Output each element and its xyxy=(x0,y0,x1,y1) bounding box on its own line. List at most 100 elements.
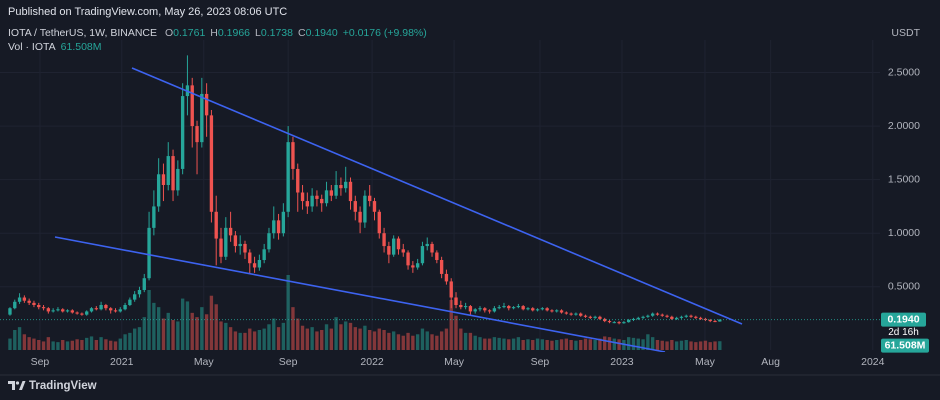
candle-body xyxy=(296,168,300,193)
candle-body xyxy=(353,201,357,212)
volume-bar xyxy=(358,328,362,350)
x-tick-label: Sep xyxy=(531,356,550,368)
y-tick-label: 2.5000 xyxy=(888,66,920,78)
y-tick-label: 2.0000 xyxy=(888,120,920,132)
candle-body xyxy=(238,243,242,247)
volume-bar xyxy=(334,317,338,350)
volume-bar xyxy=(684,340,688,350)
legend-value: 0.1738 xyxy=(261,27,293,39)
candle-body xyxy=(531,308,535,311)
volume-bar xyxy=(80,340,84,350)
candle-body xyxy=(694,316,698,318)
candle-body xyxy=(243,243,247,253)
volume-bar xyxy=(708,342,712,350)
candle-body xyxy=(550,310,554,312)
candle-body xyxy=(8,308,12,315)
y-tick-label: 1.5000 xyxy=(888,173,920,185)
volume-bar xyxy=(27,337,31,350)
candle-body xyxy=(209,115,214,212)
volume-bar xyxy=(550,340,554,350)
candle-body xyxy=(607,321,612,323)
volume-bar xyxy=(99,337,103,350)
volume-bar xyxy=(171,320,175,350)
candle-body xyxy=(267,233,271,250)
volume-bar xyxy=(627,337,631,350)
candle-body xyxy=(406,252,410,266)
volume-bar xyxy=(430,334,434,350)
candle-body xyxy=(363,195,367,223)
candle-body xyxy=(698,317,703,319)
volume-bar xyxy=(219,321,223,350)
volume-bar xyxy=(190,312,194,350)
volume-bar xyxy=(209,295,214,350)
volume-bar xyxy=(176,321,180,350)
volume-bar xyxy=(51,341,55,350)
volume-bar xyxy=(267,324,271,350)
volume-legend: Vol · IOTA 61.508M xyxy=(8,41,102,53)
volume-bar xyxy=(89,336,94,350)
volume-bar xyxy=(291,307,295,350)
volume-bar xyxy=(411,335,415,350)
candle-body xyxy=(430,243,434,253)
candle-body xyxy=(655,313,660,315)
volume-bar xyxy=(61,340,65,350)
legend: IOTA / TetherUS, 1W, BINANCE O0.1761 H0.19… xyxy=(8,27,427,39)
candle-body xyxy=(449,281,453,298)
candle-body xyxy=(180,96,185,169)
volume-bar xyxy=(166,312,170,350)
volume-bar xyxy=(703,340,708,350)
candle-body xyxy=(511,307,516,309)
candle-body xyxy=(454,297,458,305)
candle-body xyxy=(391,238,396,255)
volume-bar xyxy=(305,328,310,350)
legend-key: C xyxy=(298,27,306,39)
volume-bar xyxy=(329,328,333,350)
volume-value: 61.508M xyxy=(61,41,102,53)
brand-logo xyxy=(8,381,26,390)
volume-bar xyxy=(132,328,137,350)
volume-bar xyxy=(70,340,75,350)
candle-body xyxy=(156,174,161,207)
candle-body xyxy=(147,227,151,279)
candle-body xyxy=(104,305,108,309)
candle-body xyxy=(483,308,487,311)
published-header: Published on TradingView.com, May 26, 20… xyxy=(8,6,287,18)
candle-body xyxy=(300,192,305,202)
candle-body xyxy=(439,260,444,274)
volume-bar xyxy=(406,332,410,350)
volume-bar xyxy=(593,340,597,350)
volume-bar xyxy=(497,337,501,350)
candle-body xyxy=(61,309,65,312)
candle-body xyxy=(660,314,664,316)
candle-body xyxy=(41,307,46,309)
volume-bar xyxy=(195,317,199,350)
volume-bar xyxy=(200,307,204,350)
candle-body xyxy=(497,307,501,309)
volume-bar xyxy=(439,331,444,350)
candle-body xyxy=(51,310,55,312)
candle-body xyxy=(152,206,156,228)
candle-body xyxy=(492,308,497,312)
candle-body xyxy=(468,306,473,312)
candle-body xyxy=(636,317,640,319)
volume-bar xyxy=(420,328,425,350)
candle-body xyxy=(94,308,98,310)
candle-body xyxy=(281,211,286,234)
candle-body xyxy=(713,321,717,323)
volume-bar xyxy=(113,341,118,350)
volume-bar xyxy=(545,340,549,350)
candle-body xyxy=(603,318,607,322)
candle-body xyxy=(521,306,525,310)
candle-body xyxy=(113,310,118,312)
candle-body xyxy=(564,312,569,314)
volume-bar xyxy=(574,340,578,350)
volume-bar xyxy=(152,302,156,350)
volume-bar xyxy=(468,332,473,350)
volume-bar xyxy=(507,339,511,350)
candle-body xyxy=(569,313,573,315)
volume-bar xyxy=(22,334,27,350)
candle-body xyxy=(598,316,602,319)
legend-value: 0.1761 xyxy=(173,27,205,39)
volume-bar xyxy=(694,342,698,350)
candle-body xyxy=(13,301,17,309)
